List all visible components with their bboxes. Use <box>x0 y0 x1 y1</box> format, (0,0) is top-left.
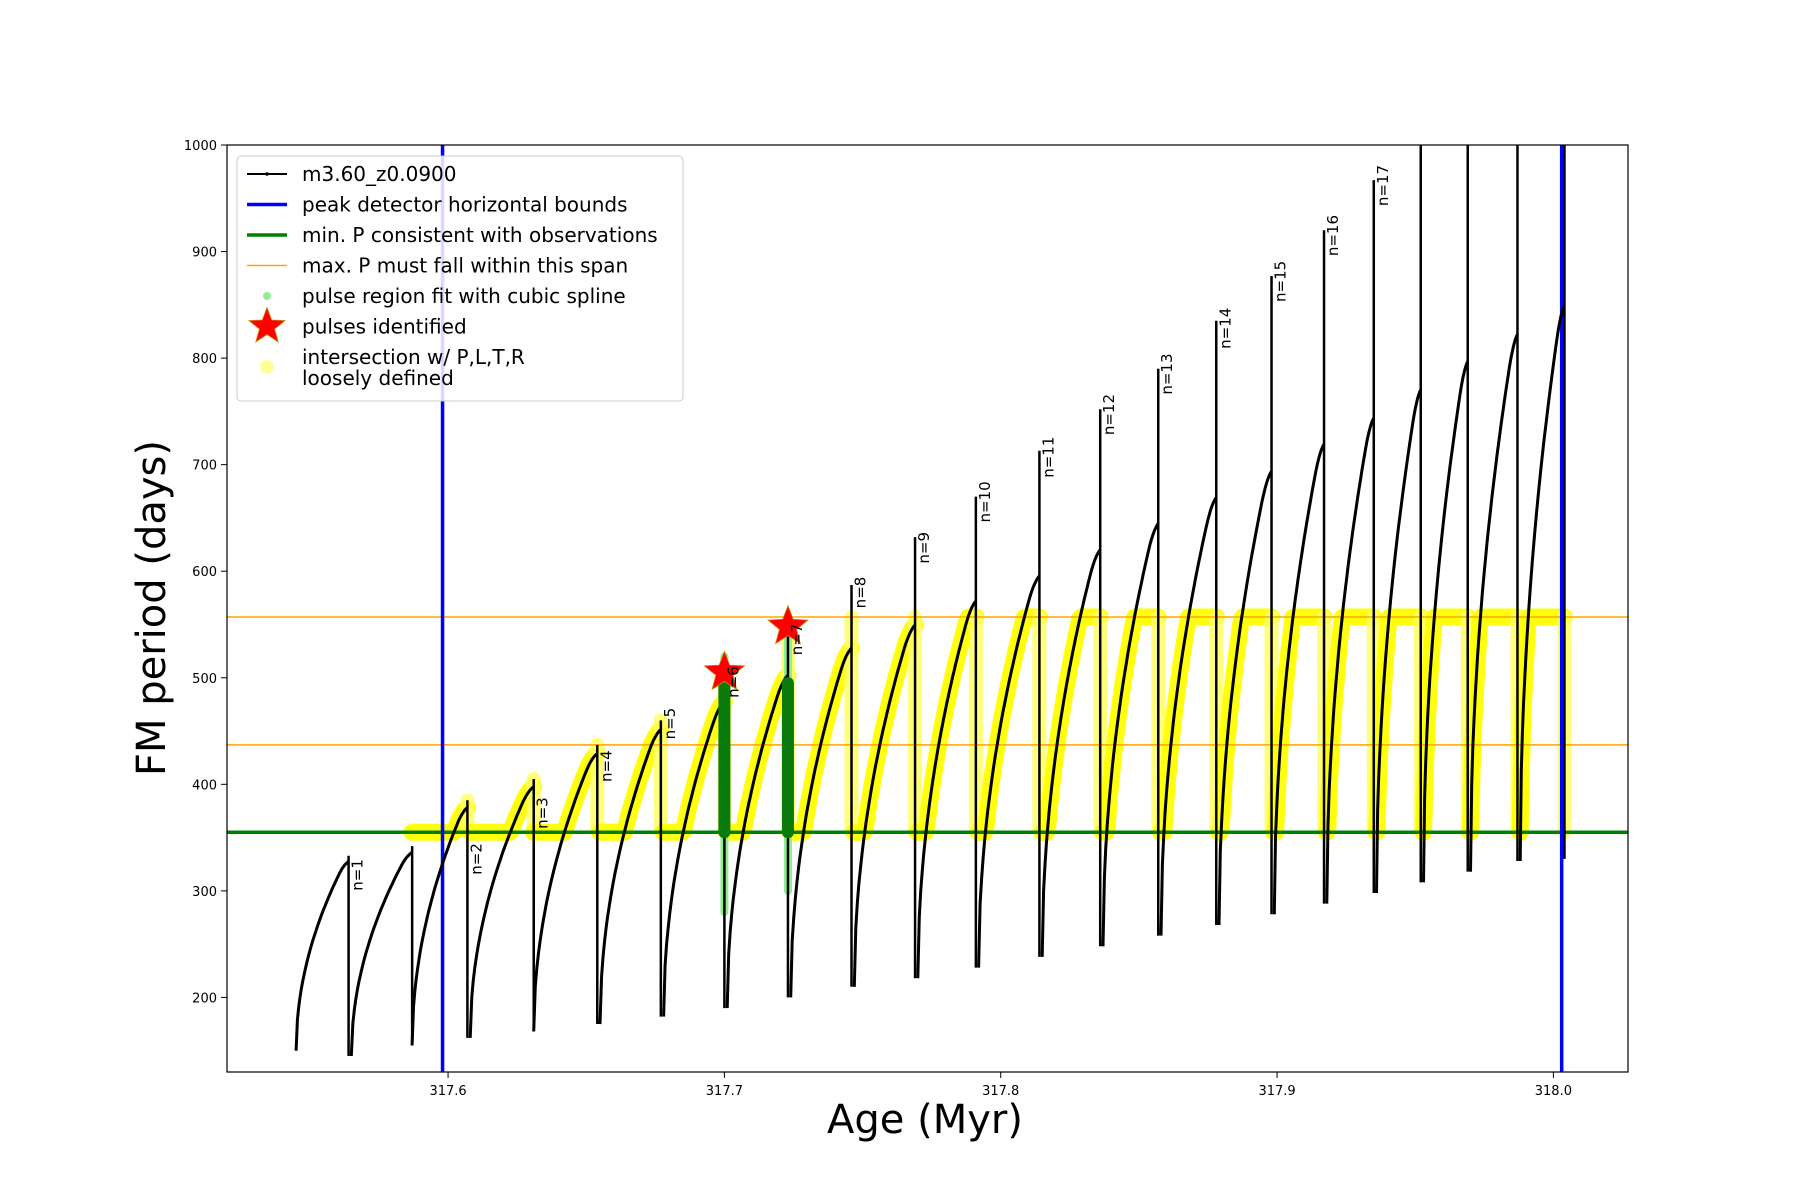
curve-pulse-1 <box>294 860 350 1051</box>
green-region-layer <box>718 677 794 839</box>
curve-pulse-4 <box>468 785 535 1038</box>
legend-label-5: pulses identified <box>302 315 467 339</box>
n-labels-layer: n=1 n=2 n=3 n=4 n=5 n=6 n=7 n=8 n=9 n=10 n=11 n=12 n… <box>349 165 1392 891</box>
curve-pulse-19 <box>1375 389 1423 894</box>
n-label-2: n=3 <box>534 797 552 829</box>
x-axis: 317.6 317.7 317.8 317.9 318.0 <box>429 1072 1572 1099</box>
curve-pulse-22 <box>1518 304 1566 862</box>
curve-pulse-7 <box>662 700 726 1017</box>
n-label-13: n=14 <box>1216 308 1234 349</box>
y-axis-title: FM period (days) <box>129 440 175 776</box>
x-tick-label-3: 317.9 <box>1258 1084 1295 1099</box>
legend-swatch-5 <box>247 306 287 343</box>
legend-label-1: peak detector horizontal bounds <box>302 193 628 217</box>
y-tick-label-7: 900 <box>192 246 217 261</box>
legend-label-6-1: loosely defined <box>302 366 454 390</box>
curve-pulse-18 <box>1325 417 1376 904</box>
curve-pulse-10 <box>852 624 917 987</box>
n-label-14: n=15 <box>1272 261 1290 302</box>
y-tick-label-0: 200 <box>192 991 217 1006</box>
n-label-3: n=4 <box>597 750 615 782</box>
y-tick-label-8: 1000 <box>184 139 217 154</box>
n-label-15: n=16 <box>1324 215 1342 256</box>
legend-swatch-4 <box>263 292 271 300</box>
n-label-10: n=11 <box>1039 437 1057 478</box>
pulse-star-1 <box>766 604 809 645</box>
legend-label-3: max. P must fall within this span <box>302 254 628 278</box>
n-label-5: n=6 <box>724 666 742 698</box>
curve-pulse-21 <box>1469 333 1519 872</box>
curve-pulse-13 <box>1040 548 1102 957</box>
pulse-star-0 <box>703 650 746 691</box>
y-tick-label-6: 800 <box>192 352 217 367</box>
legend-label-2: min. P consistent with observations <box>302 223 658 247</box>
n-label-6: n=7 <box>788 624 806 656</box>
period-curve-layer <box>294 145 1566 1057</box>
n-label-11: n=12 <box>1100 394 1118 435</box>
x-tick-label-1: 317.7 <box>706 1084 743 1099</box>
n-label-9: n=10 <box>976 481 994 522</box>
curve-pulse-5 <box>532 752 599 1032</box>
n-label-4: n=5 <box>661 708 679 740</box>
plot-frame <box>226 144 1629 1073</box>
x-axis-title: Age (Myr) <box>827 1097 1023 1143</box>
curve-pulse-17 <box>1272 443 1326 915</box>
n-label-16: n=17 <box>1374 165 1392 206</box>
curve-pulse-6 <box>598 728 662 1025</box>
y-axis: 200 300 400 500 600 700 800 900 1000 <box>184 139 227 1006</box>
n-label-7: n=8 <box>852 577 870 609</box>
curve-pulse-15 <box>1159 496 1218 936</box>
y-tick-label-5: 700 <box>192 459 217 474</box>
curve-pulse-20 <box>1422 360 1470 883</box>
n-label-8: n=9 <box>915 532 933 564</box>
x-tick-label-0: 317.6 <box>429 1084 466 1099</box>
y-tick-label-3: 500 <box>192 672 217 687</box>
n-label-0: n=1 <box>349 859 367 891</box>
curve-pulse-12 <box>977 574 1041 968</box>
curve-pulse-2 <box>349 851 413 1057</box>
legend-label-0: m3.60_z0.0900 <box>302 162 457 186</box>
y-tick-label-1: 300 <box>192 885 217 900</box>
n-label-1: n=2 <box>467 843 485 875</box>
curve-pulse-11 <box>916 600 978 979</box>
x-tick-label-2: 317.8 <box>982 1084 1019 1099</box>
legend-marker-0 <box>265 172 269 176</box>
y-tick-label-4: 600 <box>192 565 217 580</box>
legend-label-4: pulse region fit with cubic spline <box>302 284 626 308</box>
legend-swatch-6 <box>260 360 274 374</box>
curve-pulse-8 <box>725 674 790 1009</box>
curve-pulse-14 <box>1101 522 1160 947</box>
legend-label-6: intersection w/ P,L,T,R <box>302 345 525 369</box>
curve-pulse-9 <box>789 647 853 998</box>
x-tick-label-4: 318.0 <box>1535 1084 1572 1099</box>
pulse-stars-layer <box>703 604 809 691</box>
n-label-12: n=13 <box>1158 354 1176 395</box>
curve-pulse-16 <box>1217 470 1273 926</box>
legend-box <box>236 155 684 402</box>
curve-pulse-3 <box>410 806 469 1046</box>
y-tick-label-2: 400 <box>192 778 217 793</box>
